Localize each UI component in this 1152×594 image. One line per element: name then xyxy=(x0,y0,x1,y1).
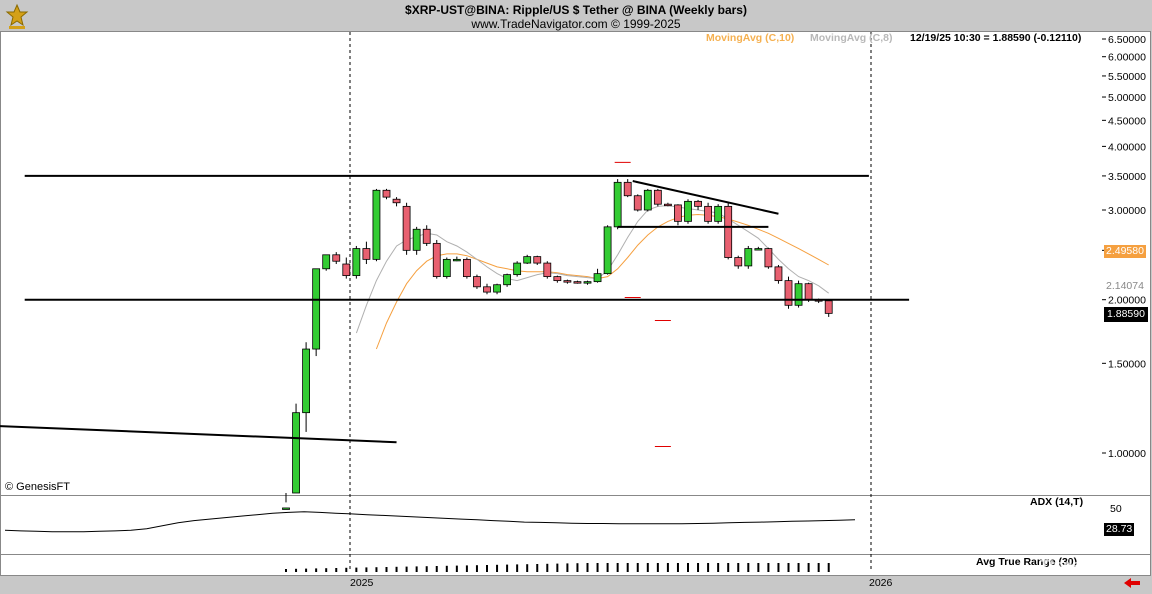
y-tick-label: 1.50000 xyxy=(1108,358,1146,370)
candle-body xyxy=(824,300,833,314)
moving-average-8-line xyxy=(355,205,829,334)
x-tick-2026: 2026 xyxy=(869,577,893,589)
legend-ma8: MovingAvg (C,8) xyxy=(810,32,892,44)
candle-body xyxy=(352,248,361,277)
candle-body xyxy=(744,248,753,267)
legend-ma10: MovingAvg (C,10) xyxy=(706,32,794,44)
y-tick-label: 3.00000 xyxy=(1108,205,1146,217)
y-tick-label: 5.50000 xyxy=(1108,71,1146,83)
candle-body xyxy=(573,281,582,284)
candle-body xyxy=(704,205,712,222)
adx-line xyxy=(4,511,856,533)
candle-body xyxy=(613,181,622,228)
candle-body xyxy=(432,242,441,278)
candle-body xyxy=(412,228,421,251)
candle-body xyxy=(513,262,522,276)
candle-body xyxy=(643,189,652,211)
y-tick-label: 1.00000 xyxy=(1108,448,1146,460)
candle-body xyxy=(462,258,471,278)
candle-body xyxy=(382,189,391,198)
candle-body xyxy=(442,258,451,278)
candle-body xyxy=(312,268,321,350)
candle-body xyxy=(392,198,401,204)
candle-body xyxy=(754,248,763,251)
chart-subtitle: www.TradeNavigator.com © 1999-2025 xyxy=(471,17,681,31)
y-tick-label: 3.50000 xyxy=(1108,171,1146,183)
candle-body xyxy=(282,507,290,510)
candle-body xyxy=(563,280,572,283)
candle-body xyxy=(794,283,803,306)
candle-body xyxy=(302,348,311,414)
scroll-left-arrow-icon[interactable] xyxy=(1122,576,1142,588)
y-tick-label: 2.00000 xyxy=(1108,295,1146,307)
last-price-tag: 1.88590 xyxy=(1104,307,1148,322)
candle-body xyxy=(402,205,411,251)
candle-body xyxy=(372,189,381,260)
candle-body xyxy=(633,195,642,211)
y-tick-label: 4.00000 xyxy=(1108,141,1146,153)
candle-body xyxy=(674,204,682,222)
candle-body xyxy=(503,274,512,286)
candle-body xyxy=(724,205,733,258)
moving-average-10-line xyxy=(375,213,829,350)
candle-body xyxy=(553,276,562,282)
atr-label: Avg True Range (30) xyxy=(976,556,1078,568)
price-axis-panel[interactable] xyxy=(1102,31,1151,496)
gold-trophy-logo xyxy=(4,3,30,31)
ma8-value-tag: 2.14074 xyxy=(1104,280,1146,293)
candle-body xyxy=(734,257,743,267)
candle-body xyxy=(493,284,501,293)
candle-body xyxy=(533,256,542,264)
candle-body xyxy=(684,200,692,222)
candle-body xyxy=(543,262,552,278)
adx-label: ADX (14,T) xyxy=(1030,496,1084,508)
trendline-4 xyxy=(0,425,397,444)
ma10-value-tag: 2.49580 xyxy=(1104,245,1146,258)
candle-body xyxy=(603,226,612,275)
candle-body xyxy=(664,203,672,207)
candle-body xyxy=(452,258,461,262)
y-tick-label: 4.50000 xyxy=(1108,115,1146,127)
trendline-3 xyxy=(632,180,779,215)
candle-body xyxy=(292,412,300,494)
watermark: Ttoday xyxy=(1040,557,1090,574)
adx-value-tag: 28.73 xyxy=(1104,523,1135,536)
candle-body xyxy=(473,276,481,288)
y-tick-label: 5.00000 xyxy=(1108,92,1146,104)
candle-body xyxy=(774,266,783,282)
copyright-genesisft: © GenesisFT xyxy=(5,481,70,493)
adx-tick-50: 50 xyxy=(1110,503,1122,515)
atr-axis-panel[interactable] xyxy=(1102,554,1151,576)
candle-body xyxy=(342,263,351,277)
candle-body xyxy=(714,205,723,222)
candle-body xyxy=(593,273,602,283)
candle-body xyxy=(322,254,331,270)
legend-ma10-label: MovingAvg (C,10) xyxy=(706,32,795,44)
candle-body xyxy=(653,189,662,205)
candle-body xyxy=(422,228,431,244)
candle-body xyxy=(332,254,341,262)
candle-body xyxy=(523,256,532,264)
adx-panel[interactable] xyxy=(0,495,1104,555)
candle-body xyxy=(804,283,813,301)
x-tick-2025: 2025 xyxy=(350,577,374,589)
legend-ma8-label: MovingAvg (C,8) xyxy=(810,32,893,44)
candle-body xyxy=(362,248,371,260)
candle-body xyxy=(623,181,632,197)
candle-body xyxy=(784,280,793,306)
candle-body xyxy=(764,248,773,268)
candle-body xyxy=(483,286,491,293)
y-tick-label: 6.00000 xyxy=(1108,52,1146,64)
legend-quote: 12/19/25 10:30 = 1.88590 (-0.12110) xyxy=(910,32,1082,44)
price-panel[interactable] xyxy=(0,31,1104,496)
candle-body xyxy=(583,281,592,284)
chart-title: $XRP-UST@BINA: Ripple/US $ Tether @ BINA… xyxy=(405,3,747,17)
candle-body xyxy=(694,200,702,207)
y-tick-label: 6.50000 xyxy=(1108,34,1146,46)
